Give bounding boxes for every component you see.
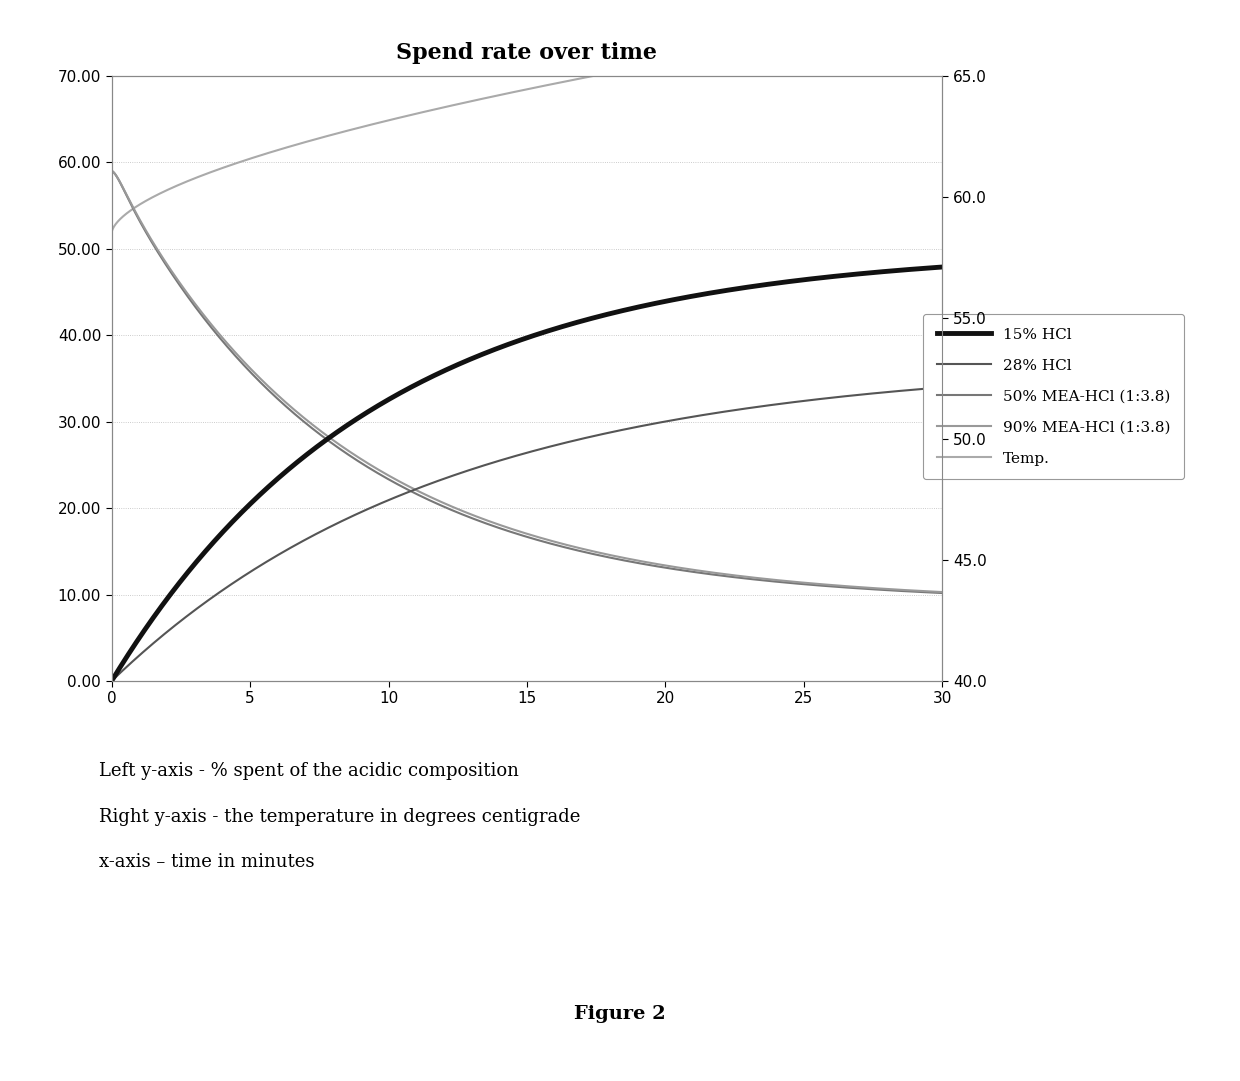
Text: Figure 2: Figure 2 bbox=[574, 1005, 666, 1024]
Legend: 15% HCl, 28% HCl, 50% MEA-HCl (1:3.8), 90% MEA-HCl (1:3.8), Temp.: 15% HCl, 28% HCl, 50% MEA-HCl (1:3.8), 9… bbox=[924, 313, 1184, 479]
Title: Spend rate over time: Spend rate over time bbox=[397, 42, 657, 64]
Text: x-axis – time in minutes: x-axis – time in minutes bbox=[99, 853, 315, 871]
Text: Left y-axis - % spent of the acidic composition: Left y-axis - % spent of the acidic comp… bbox=[99, 762, 520, 780]
Text: Right y-axis - the temperature in degrees centigrade: Right y-axis - the temperature in degree… bbox=[99, 808, 580, 826]
